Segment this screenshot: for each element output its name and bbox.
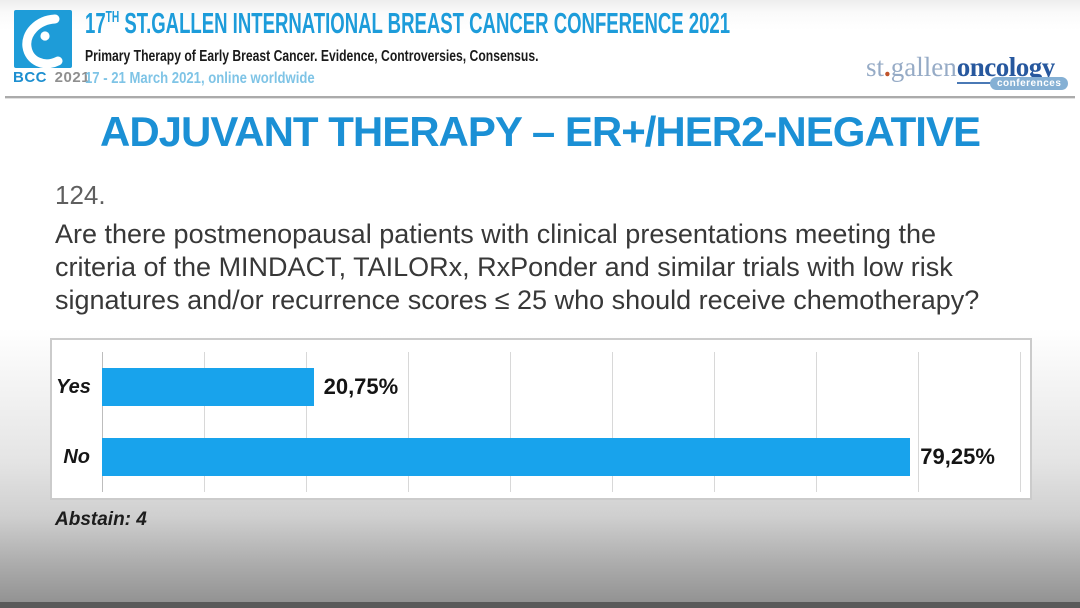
gridline — [1020, 352, 1021, 492]
conference-title: 17TH ST.GALLEN INTERNATIONAL BREAST CANC… — [85, 8, 730, 41]
conference-title-text: ST.GALLEN INTERNATIONAL BREAST CANCER CO… — [119, 8, 731, 40]
slide-title: ADJUVANT THERAPY – ER+/HER2-NEGATIVE — [99, 108, 981, 155]
bcc-logo — [14, 10, 72, 69]
bcc-droplet-icon — [22, 14, 63, 69]
stgallen-oncology-logo: st.gallenoncology conferences — [866, 52, 1069, 90]
question-block: 124. Are there postmenopausal patients w… — [55, 180, 1015, 317]
abstain-note: Abstain: 4 — [55, 509, 147, 530]
question-line: Are there postmenopausal patients with c… — [55, 219, 937, 249]
value-label-yes: 20,75% — [323, 374, 399, 399]
plot-area: 20,75% 79,25% — [102, 352, 1021, 492]
bar-no — [102, 438, 911, 476]
value-label-no: 79,25% — [920, 444, 995, 469]
gridline — [204, 352, 205, 492]
category-label-yes: Yes — [56, 376, 91, 398]
logo-orange-dot: . — [884, 52, 891, 82]
bottom-strip — [0, 602, 1080, 608]
poll-chart: 20,75% 79,25% Yes No — [50, 338, 1032, 500]
logo-st: st — [866, 52, 885, 82]
gridline — [408, 352, 409, 492]
gridline — [918, 352, 919, 492]
conference-dates: 17 - 21 March 2021, online worldwide — [85, 70, 315, 87]
category-label-no: No — [63, 446, 90, 468]
conference-subtitle: Primary Therapy of Early Breast Cancer. … — [85, 48, 539, 65]
header-text: 17TH ST.GALLEN INTERNATIONAL BREAST CANC… — [85, 8, 1080, 88]
bcc-logo-caption: BCC 2021 — [13, 69, 90, 86]
header-separator — [5, 96, 1075, 99]
logo-conferences-badge: conferences — [990, 77, 1069, 90]
question-line: criteria of the MINDACT, TAILORx, RxPond… — [55, 252, 953, 282]
logo-gallen: gallen — [890, 52, 957, 82]
gridline — [612, 352, 613, 492]
gridline — [816, 352, 817, 492]
conference-title-ordinal: TH — [105, 9, 120, 26]
bar-yes — [102, 368, 314, 406]
question-line: signatures and/or recurrence scores ≤ 25… — [55, 285, 980, 315]
gridline — [714, 352, 715, 492]
y-axis-line — [102, 352, 103, 492]
gridline — [306, 352, 307, 492]
gridline — [510, 352, 511, 492]
bcc-text: BCC — [13, 69, 47, 86]
conference-title-number: 17 — [85, 8, 106, 40]
bcc-year: 2021 — [54, 69, 91, 86]
question-number: 124. — [55, 180, 106, 210]
